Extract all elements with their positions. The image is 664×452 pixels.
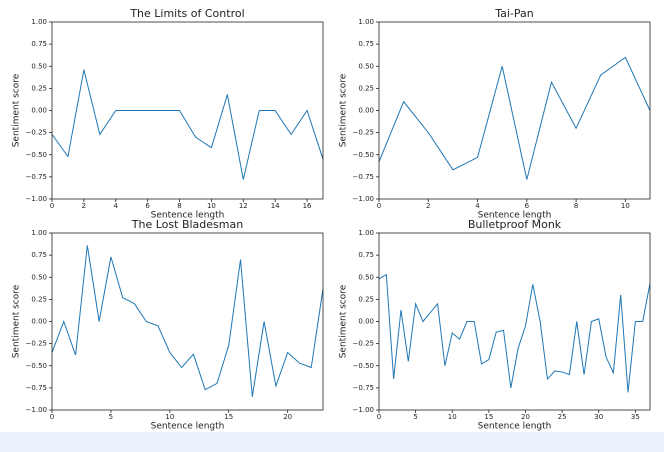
x-tick-label: 0: [50, 202, 54, 210]
plot-frame: [51, 21, 324, 200]
series-line: [378, 273, 651, 393]
x-tick-label: 4: [114, 202, 119, 210]
plot-frame: [378, 21, 651, 200]
y-axis-label: Sentiment score: [339, 73, 349, 147]
y-tick-label: 0.50: [31, 273, 47, 281]
x-tick-label: 5: [413, 413, 417, 421]
y-tick-label: 0.00: [358, 107, 374, 115]
y-tick-label: 0.75: [31, 40, 47, 48]
y-tick-label: −0.75: [353, 173, 374, 181]
bottom-band: [0, 432, 664, 452]
x-tick-label: 6: [525, 202, 530, 210]
chart-title: The Limits of Control: [129, 7, 244, 20]
y-tick-label: 1.00: [358, 18, 374, 26]
y-tick-label: 1.00: [31, 18, 47, 26]
chart-title: The Lost Bladesman: [131, 218, 243, 231]
x-tick-label: 12: [239, 202, 248, 210]
y-tick-label: −0.25: [26, 129, 47, 137]
x-tick-label: 35: [631, 413, 640, 421]
plot-frame: [51, 232, 324, 411]
y-tick-label: 0.00: [358, 318, 374, 326]
x-tick-label: 10: [448, 413, 457, 421]
y-axis-label: Sentiment score: [339, 284, 349, 358]
y-tick-label: −0.25: [26, 340, 47, 348]
y-tick-label: 0.25: [358, 295, 374, 303]
y-tick-label: −0.75: [26, 384, 47, 392]
x-tick-label: 2: [426, 202, 430, 210]
y-tick-label: −1.00: [26, 195, 47, 203]
y-tick-label: 0.25: [31, 84, 47, 92]
x-tick-label: 8: [177, 202, 181, 210]
chart-title: Bulletproof Monk: [468, 218, 562, 231]
y-tick-label: 0.00: [31, 318, 47, 326]
chart-title: Tai-Pan: [494, 7, 534, 20]
x-tick-label: 0: [50, 413, 54, 421]
x-tick-label: 2: [82, 202, 86, 210]
plot-frame: [378, 232, 651, 411]
y-tick-label: −0.75: [353, 384, 374, 392]
x-tick-label: 10: [621, 202, 630, 210]
y-tick-label: 1.00: [31, 229, 47, 237]
x-tick-label: 10: [165, 413, 174, 421]
x-tick-label: 10: [207, 202, 216, 210]
y-axis-label: Sentiment score: [12, 73, 22, 147]
x-axis-label: Sentence length: [151, 422, 225, 432]
y-tick-label: 0.50: [358, 273, 374, 281]
y-tick-label: −0.25: [353, 340, 374, 348]
y-tick-label: 0.25: [358, 84, 374, 92]
x-tick-label: 8: [574, 202, 578, 210]
y-tick-label: 0.50: [358, 62, 374, 70]
y-axis-label: Sentiment score: [12, 284, 22, 358]
y-tick-label: 0.75: [31, 251, 47, 259]
y-tick-label: −0.50: [26, 151, 47, 159]
x-tick-label: 6: [145, 202, 150, 210]
y-tick-label: 0.50: [31, 62, 47, 70]
x-tick-label: 5: [109, 413, 113, 421]
x-axis-label: Sentence length: [151, 211, 225, 221]
x-tick-label: 0: [377, 413, 381, 421]
series-line: [51, 69, 324, 180]
x-axis-label: Sentence length: [478, 422, 552, 432]
y-tick-label: −0.50: [353, 362, 374, 370]
x-tick-label: 0: [377, 202, 381, 210]
series-line: [378, 56, 651, 180]
y-tick-label: 0.75: [358, 251, 374, 259]
y-tick-label: 1.00: [358, 229, 374, 237]
y-tick-label: −0.50: [26, 362, 47, 370]
x-axis-label: Sentence length: [478, 211, 552, 221]
y-tick-label: −0.25: [353, 129, 374, 137]
y-tick-label: −0.75: [26, 173, 47, 181]
x-tick-label: 14: [271, 202, 280, 210]
y-tick-label: −1.00: [353, 406, 374, 414]
x-tick-label: 4: [475, 202, 480, 210]
x-tick-label: 25: [558, 413, 567, 421]
x-tick-label: 16: [303, 202, 312, 210]
x-tick-label: 20: [521, 413, 530, 421]
y-tick-label: −0.50: [353, 151, 374, 159]
y-tick-label: 0.75: [358, 40, 374, 48]
x-tick-label: 15: [224, 413, 233, 421]
x-tick-label: 30: [594, 413, 603, 421]
y-tick-label: 0.00: [31, 107, 47, 115]
y-tick-label: −1.00: [353, 195, 374, 203]
y-tick-label: 0.25: [31, 295, 47, 303]
y-tick-label: −1.00: [26, 406, 47, 414]
series-line: [51, 245, 324, 397]
x-tick-label: 20: [283, 413, 292, 421]
x-tick-label: 15: [484, 413, 493, 421]
